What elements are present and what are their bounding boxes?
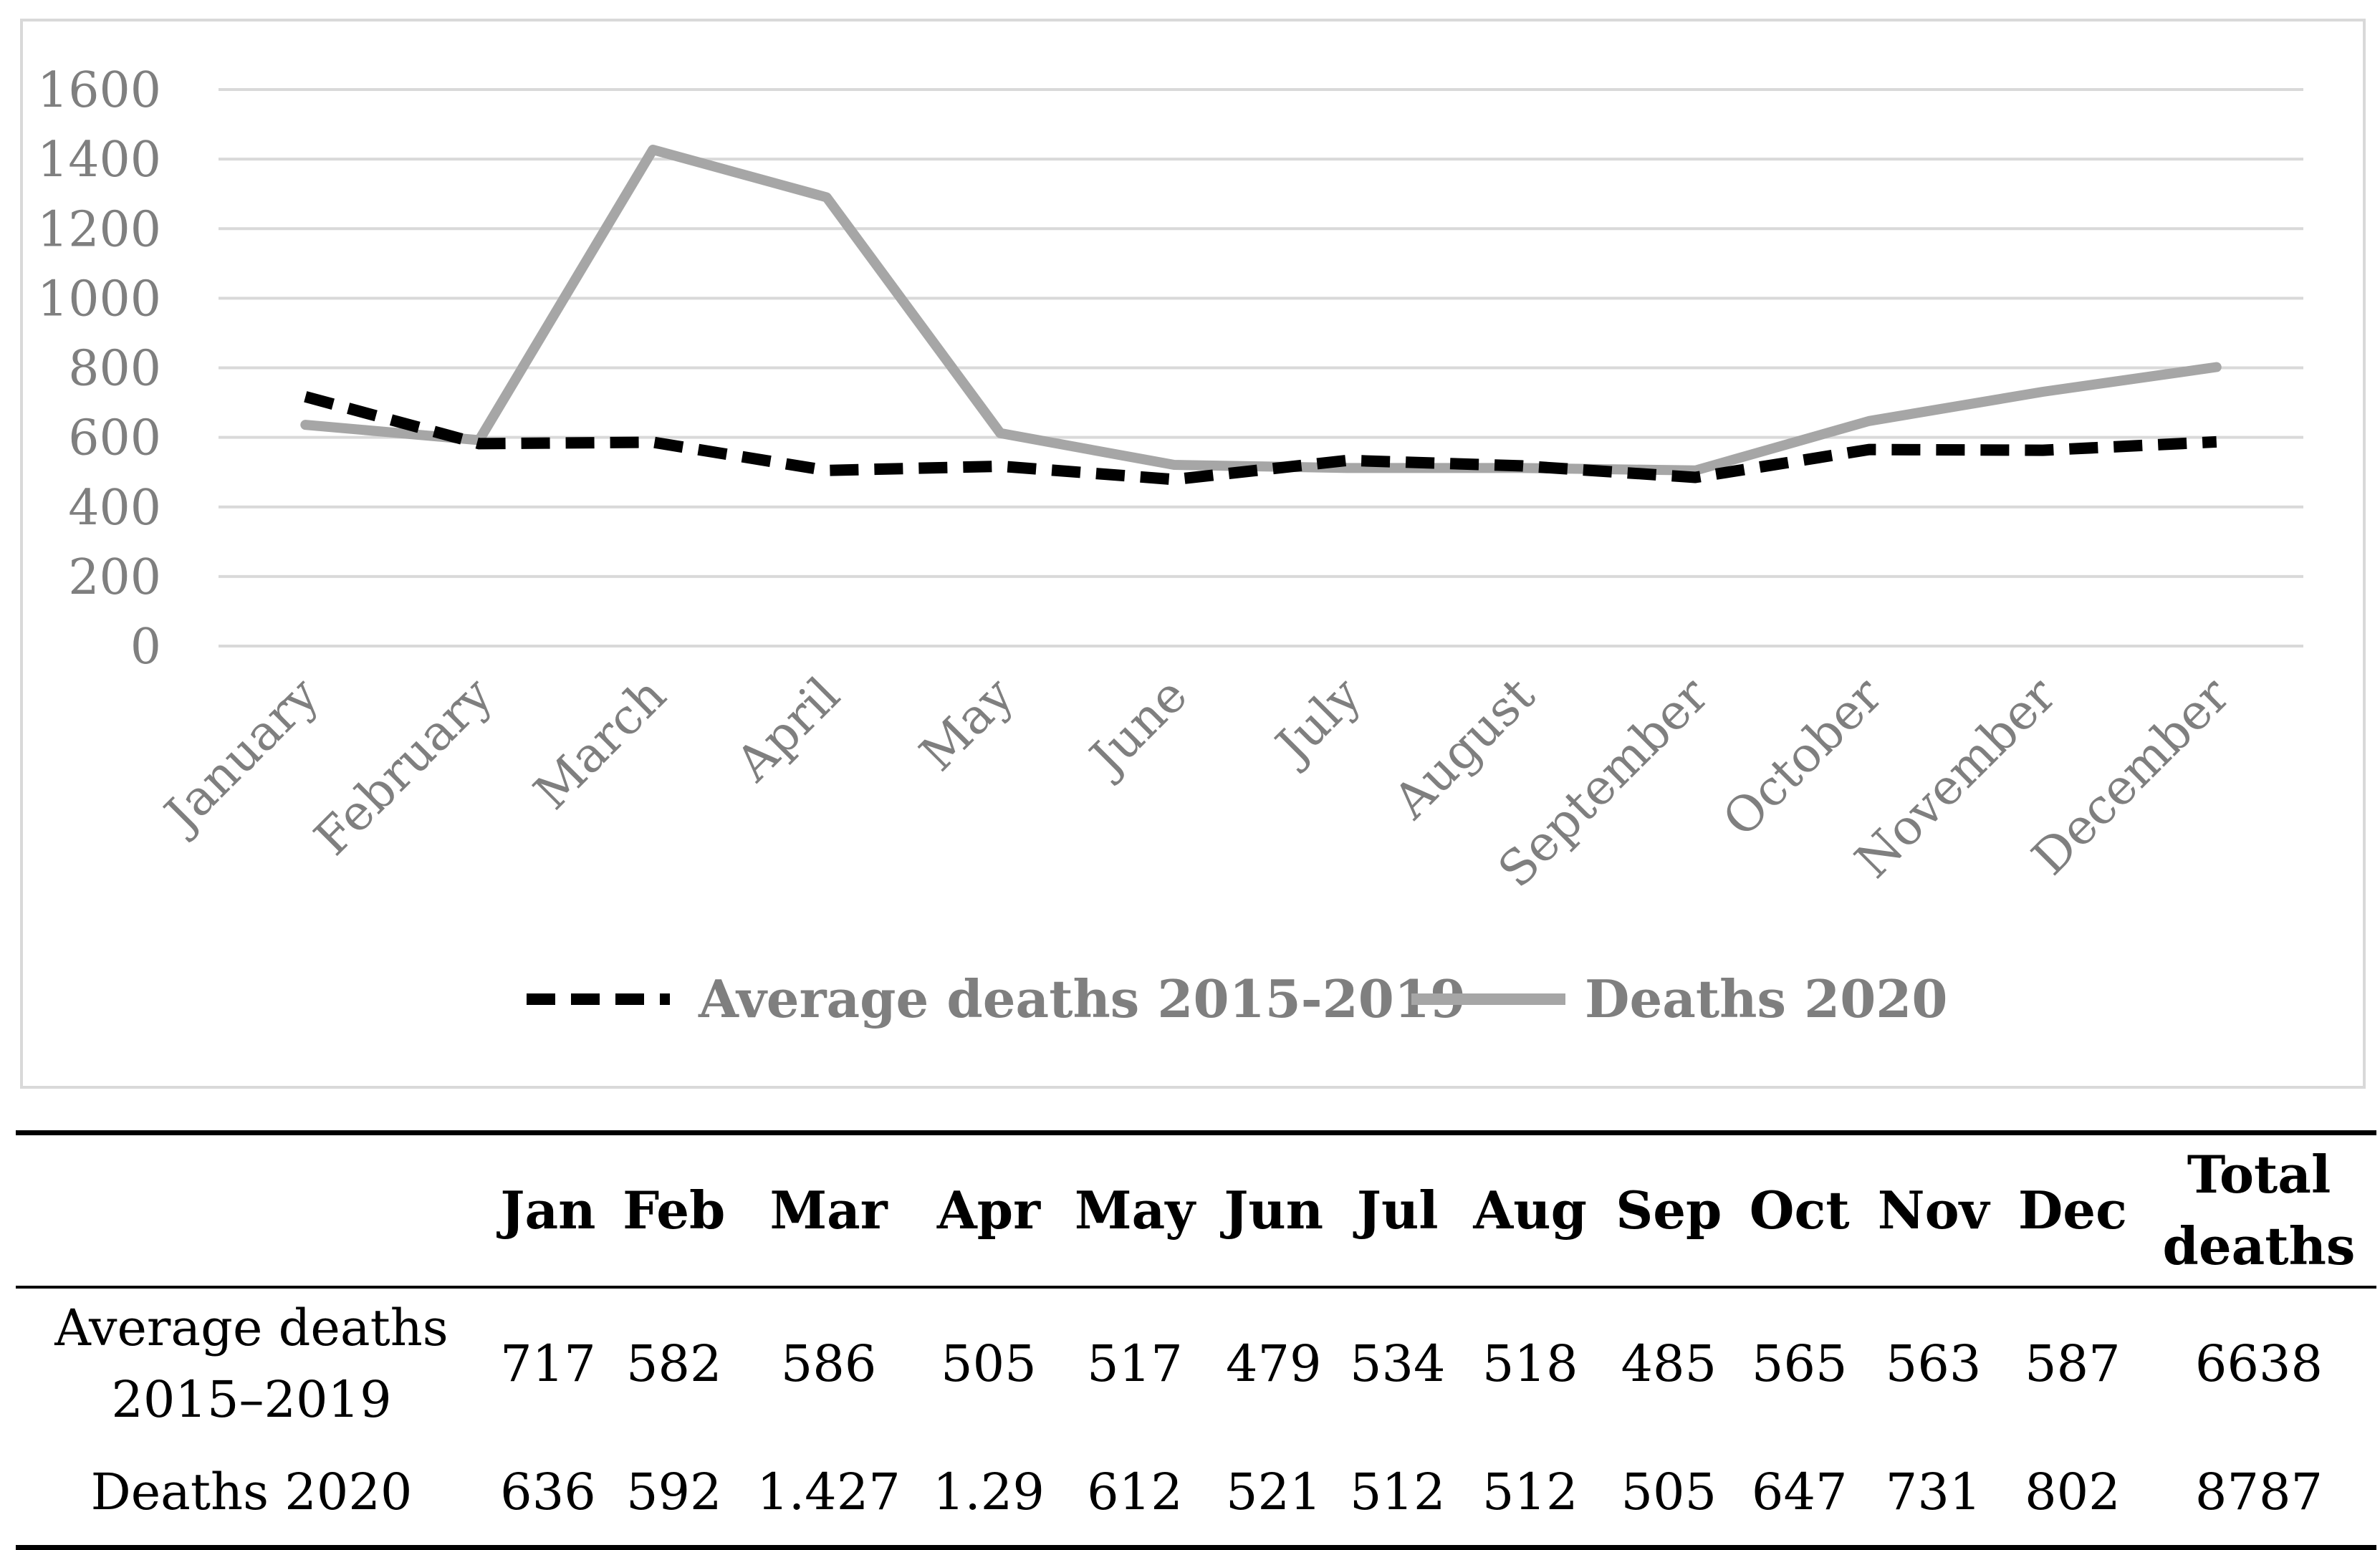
table-header-cell: Nov [1877, 1180, 1990, 1241]
table-cell: 586 [780, 1334, 877, 1393]
table-cell: 517 [1087, 1334, 1183, 1393]
series-lines [300, 145, 2222, 486]
y-tick-label: 1000 [37, 271, 161, 327]
y-tick-label: 1600 [37, 62, 161, 119]
y-tick-label: 200 [68, 549, 161, 606]
table-cell: 521 [1225, 1463, 1322, 1521]
table-cell: 647 [1751, 1463, 1848, 1521]
table-header-cell: Jan [500, 1180, 596, 1241]
table-header-cell: Sep [1616, 1180, 1722, 1241]
table-cell: 636 [500, 1463, 596, 1521]
table-cell: 534 [1349, 1334, 1446, 1393]
table-cell: 612 [1087, 1463, 1183, 1521]
table-header-cell: Mar [769, 1180, 888, 1241]
table-header-cell: Jul [1356, 1180, 1439, 1241]
table-header-cell: Jun [1224, 1180, 1324, 1241]
table-cell: 592 [625, 1463, 722, 1521]
data-table: Jan Feb Mar Apr May Jun Jul Aug Sep Oct … [16, 1130, 2376, 1550]
table-cell: 505 [1621, 1463, 1717, 1521]
table-cell-total: 8787 [2194, 1463, 2323, 1521]
table-header-row: Jan Feb Mar Apr May Jun Jul Aug Sep Oct … [16, 1132, 2376, 1288]
legend-label-2020: Deaths 2020 [1585, 968, 1948, 1029]
table-header-cell: Dec [2017, 1180, 2127, 1241]
y-tick-label: 1400 [37, 132, 161, 188]
table-cell: 731 [1885, 1463, 1982, 1521]
y-tick-label: 400 [68, 480, 161, 536]
y-tick-label: 0 [130, 619, 161, 675]
table-cell: 505 [941, 1334, 1037, 1393]
table-cell: 717 [500, 1334, 596, 1393]
table-cell: 563 [1885, 1334, 1982, 1393]
table-cell: 587 [2025, 1334, 2121, 1393]
table-header-cell: Aug [1473, 1180, 1587, 1241]
table-cell: 479 [1225, 1334, 1322, 1393]
table-cell: 518 [1482, 1334, 1578, 1393]
y-tick-label: 800 [68, 341, 161, 398]
table-row: Deaths 2020 636 592 1.427 1.29 612 521 5… [16, 1439, 2376, 1548]
table-header-cell [16, 1133, 487, 1288]
y-axis-ticks: 0 200 400 600 800 1000 1200 1400 1600 [37, 62, 161, 675]
table-cell: 485 [1621, 1334, 1717, 1393]
series-line-average-2015-2019 [304, 391, 2217, 486]
table-cell: 512 [1482, 1463, 1578, 1521]
table-cell: 565 [1751, 1334, 1848, 1393]
table-cell: 582 [625, 1334, 722, 1393]
table-cell: 802 [2025, 1463, 2121, 1521]
legend: Average deaths 2015-2019 Deaths 2020 [527, 968, 1948, 1029]
table-row-label: Deaths 2020 [90, 1463, 413, 1521]
series-line-deaths-2020 [300, 145, 2222, 476]
table-header-cell: May [1074, 1180, 1196, 1241]
table-cell: 1.427 [757, 1463, 901, 1521]
table-cell: 512 [1349, 1463, 1446, 1521]
chart-border [20, 19, 2366, 1089]
table-cell-total: 6638 [2194, 1334, 2323, 1393]
table-cell: 1.29 [933, 1463, 1045, 1521]
table-header-cell: Apr [936, 1180, 1041, 1241]
y-tick-label: 1200 [37, 201, 161, 258]
table-header-cell: Feb [623, 1180, 726, 1241]
y-tick-label: 600 [68, 410, 161, 467]
table-header-total: Total deaths [2162, 1144, 2356, 1276]
table-header-cell: Oct [1749, 1180, 1850, 1241]
table-row-label: Average deaths 2015–2019 [54, 1299, 448, 1429]
table-row: Average deaths 2015–2019 717 582 586 505… [16, 1287, 2376, 1439]
legend-label-average: Average deaths 2015-2019 [698, 968, 1466, 1029]
